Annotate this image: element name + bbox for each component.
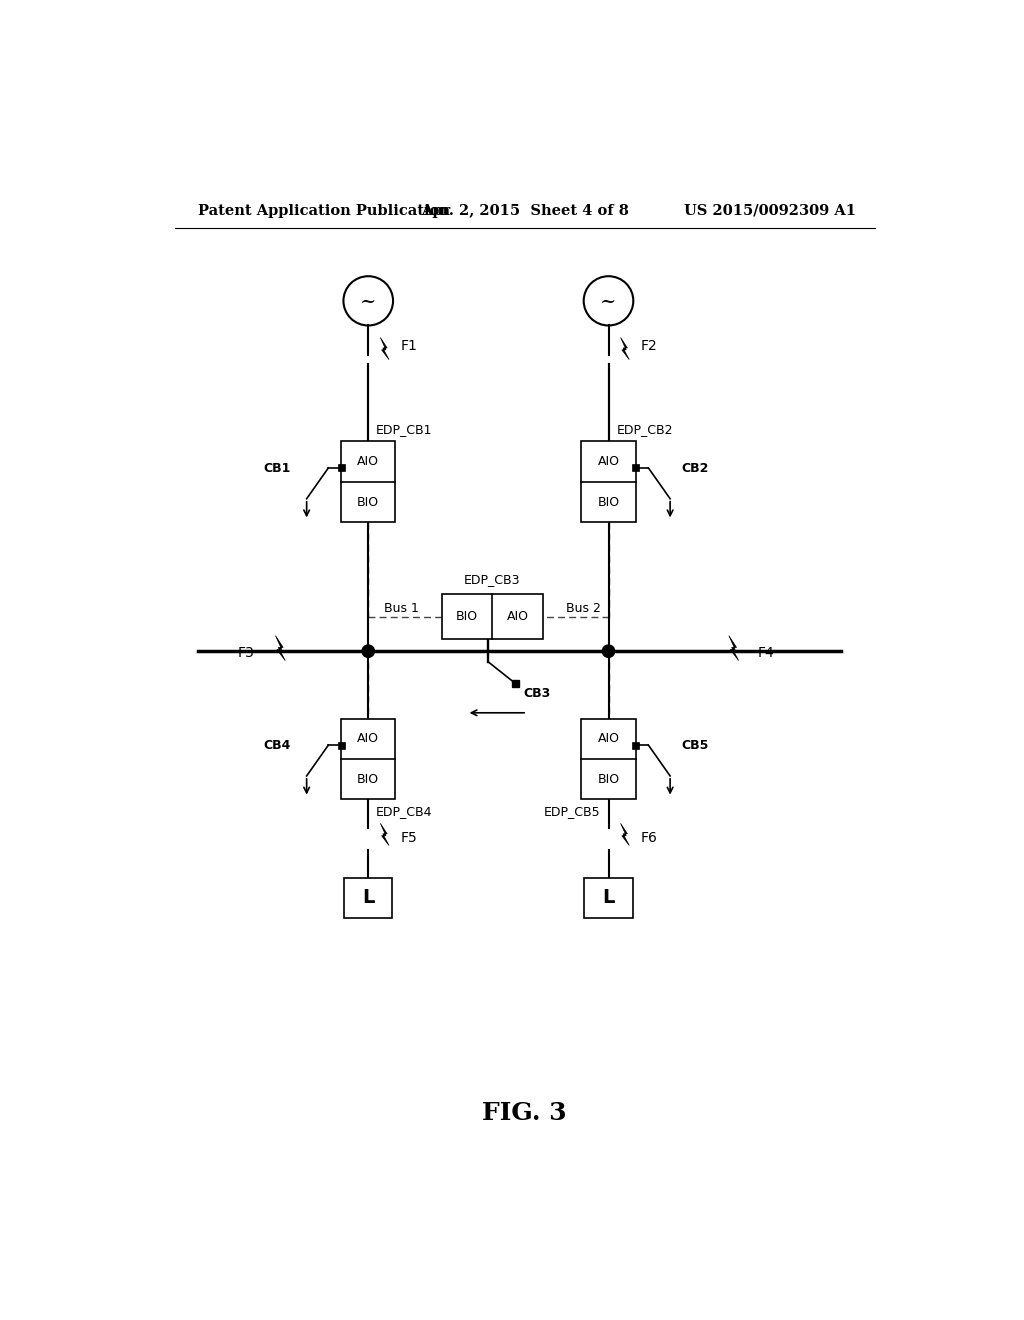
Bar: [632, 742, 639, 748]
Text: EDP_CB2: EDP_CB2: [616, 422, 673, 436]
Text: AIO: AIO: [357, 455, 379, 469]
Bar: [341, 718, 395, 800]
Text: CB3: CB3: [523, 688, 551, 701]
Text: F3: F3: [238, 645, 254, 660]
Bar: [338, 742, 345, 748]
Bar: [344, 878, 392, 917]
Text: BIO: BIO: [597, 495, 620, 508]
Text: EDP_CB4: EDP_CB4: [376, 805, 432, 818]
Bar: [341, 441, 395, 523]
Text: AIO: AIO: [597, 455, 620, 469]
Text: BIO: BIO: [597, 772, 620, 785]
Text: BIO: BIO: [456, 610, 478, 623]
Text: Apr. 2, 2015  Sheet 4 of 8: Apr. 2, 2015 Sheet 4 of 8: [421, 203, 629, 218]
Text: CB5: CB5: [682, 739, 709, 752]
Text: FIG. 3: FIG. 3: [482, 1101, 567, 1125]
Text: CB2: CB2: [682, 462, 709, 475]
Polygon shape: [275, 636, 286, 660]
Bar: [442, 594, 543, 639]
Bar: [585, 878, 633, 917]
Text: F1: F1: [400, 338, 418, 352]
Text: EDP_CB3: EDP_CB3: [464, 573, 520, 586]
Bar: [582, 718, 636, 800]
Text: EDP_CB5: EDP_CB5: [544, 805, 601, 818]
Circle shape: [362, 645, 375, 657]
Text: CB1: CB1: [264, 462, 291, 475]
Text: CB4: CB4: [264, 739, 291, 752]
Bar: [632, 465, 639, 471]
Polygon shape: [729, 636, 738, 660]
Polygon shape: [621, 338, 630, 359]
Text: ~: ~: [600, 293, 616, 312]
Polygon shape: [621, 824, 630, 846]
Text: AIO: AIO: [357, 733, 379, 746]
Circle shape: [602, 645, 614, 657]
Text: BIO: BIO: [357, 772, 379, 785]
Text: F6: F6: [641, 830, 658, 845]
Polygon shape: [380, 338, 389, 359]
Text: BIO: BIO: [357, 495, 379, 508]
Bar: [582, 441, 636, 523]
Text: AIO: AIO: [507, 610, 528, 623]
Text: AIO: AIO: [597, 733, 620, 746]
Text: Patent Application Publication: Patent Application Publication: [198, 203, 450, 218]
Text: EDP_CB1: EDP_CB1: [376, 422, 432, 436]
Text: US 2015/0092309 A1: US 2015/0092309 A1: [684, 203, 856, 218]
Polygon shape: [380, 824, 389, 846]
Text: F4: F4: [758, 645, 774, 660]
Text: L: L: [362, 888, 375, 907]
Bar: [512, 680, 519, 688]
Bar: [338, 465, 345, 471]
Text: F5: F5: [400, 830, 418, 845]
Text: ~: ~: [360, 293, 377, 312]
Text: F2: F2: [641, 338, 657, 352]
Text: Bus 1: Bus 1: [384, 602, 419, 615]
Text: Bus 2: Bus 2: [566, 602, 601, 615]
Text: L: L: [602, 888, 614, 907]
